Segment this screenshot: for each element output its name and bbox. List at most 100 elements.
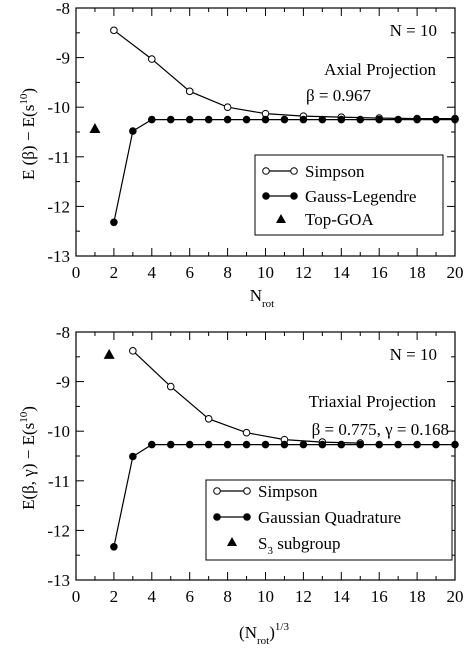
open-circle-point [129,347,137,355]
legend-filled-circle-marker [213,513,221,521]
bottom-legend-label-s3-subgroup: S3 subgroup [258,534,341,557]
filled-circle-point [394,440,402,449]
filled-circle-point [280,115,289,124]
open-circle-point [110,26,118,35]
bottom-legend-label-simpson: Simpson [258,482,318,501]
x-tick-label: 4 [148,587,157,606]
top-ylabel-sup: 10 [18,93,30,105]
top-legend-entry-top-goa: Top-GOA [276,210,374,229]
top-legend-label-top-goa: Top-GOA [305,210,374,229]
top-legend-box [254,154,444,236]
legend-filled-circle-marker [262,192,270,200]
filled-circle-point [223,115,232,124]
bottom-x-axis-label: (Nrot)1/3 [239,621,289,647]
y-tick-label: -11 [48,472,70,491]
legend-open-circle-marker [243,487,251,495]
filled-circle-point [299,440,308,449]
x-tick-label: 20 [447,263,464,282]
top-legend-entry-simpson: Simpson [262,162,365,181]
legend-open-circle-marker [290,167,298,175]
x-tick-label: 10 [257,263,274,282]
top-params-label: β = 0.967 [306,86,371,105]
filled-circle-point [166,115,175,124]
top-ticks [75,7,456,257]
filled-circle-point [394,115,402,124]
filled-circle-point [375,115,384,124]
x-tick-label: 2 [110,587,119,606]
legend-triangle-marker [227,537,237,546]
open-circle-point [148,55,156,63]
filled-circle-point [413,440,421,449]
filled-circle-point [204,440,213,449]
top-xlabel-sub: rot [262,298,274,310]
s3-label-main: S [258,534,267,553]
bottom-ylabel-close: ) [19,406,38,412]
x-tick-label: 8 [223,263,232,282]
y-tick-label: -9 [56,373,70,392]
bottom-legend-label-gaussian-quadrature: Gaussian Quadrature [258,508,401,527]
y-tick-label: -8 [56,0,70,18]
y-tick-label: -13 [47,571,70,590]
bottom-projection-label: Triaxial Projection [309,392,437,411]
x-tick-label: 18 [409,263,426,282]
top-legend-label-gauss-legendre: Gauss-Legendre [305,187,416,206]
s3-label-sub: 3 [267,545,273,557]
bottom-panel: 0 2 4 6 8 10 12 14 16 18 20 -13 -12 -11 -10 -9 -8 N = 10… [18,323,464,647]
filled-circle-point [337,115,346,124]
bottom-n-label: N = 10 [390,345,437,364]
top-x-axis-label: Nrot [250,286,275,310]
top-tick-labels: 0 2 4 6 8 10 12 14 16 18 20 -13 -12 -11 -10 -9 -8 [47,0,463,282]
bottom-legend-entry-s3-subgroup: S3 subgroup [227,534,341,557]
y-tick-label: -9 [56,49,70,68]
top-y-axis-label: E (β) − E(s10) [18,88,38,180]
bottom-y-axis-label: E(β, γ) − E(s10) [18,406,38,510]
triangle-point [89,123,101,134]
filled-circle-point [375,440,384,449]
top-legend: Simpson Gauss-Legendre Top-GOA [254,154,444,236]
x-tick-label: 0 [72,587,81,606]
top-legend-entry-gauss-legendre: Gauss-Legendre [262,187,416,206]
svg-text:E(β, γ) − E(s10): E(β, γ) − E(s10) [18,406,38,510]
x-tick-label: 18 [409,587,426,606]
x-tick-label: 16 [371,263,388,282]
filled-circle-point [185,440,194,449]
y-tick-label: -13 [47,247,70,266]
top-n-label: N = 10 [390,21,437,40]
bottom-xlabel-main: (N [239,623,257,642]
open-circle-point [185,87,194,96]
s3-label-rest: subgroup [273,534,341,553]
top-xlabel-main: N [250,286,262,305]
filled-circle-point [242,115,251,124]
filled-circle-point [261,115,270,124]
y-tick-label: -8 [56,323,70,342]
open-circle-point [166,382,175,391]
x-tick-label: 6 [185,587,194,606]
bottom-ylabel-sup: 10 [18,411,30,423]
filled-circle-point [432,115,440,124]
filled-circle-point [185,115,194,124]
open-circle-point [204,415,213,423]
x-tick-label: 12 [295,587,312,606]
filled-circle-point [223,440,232,449]
triangle-point [103,348,115,359]
x-tick-label: 14 [333,587,351,606]
x-tick-label: 20 [447,587,464,606]
filled-circle-point [166,440,175,449]
bottom-legend-entry-gaussian-quadrature: Gaussian Quadrature [213,508,401,527]
legend-filled-circle-marker [243,513,251,521]
filled-circle-point [242,440,251,449]
svg-text:E (β) − E(s10): E (β) − E(s10) [18,88,38,180]
x-tick-label: 4 [148,263,157,282]
bottom-params-label: β = 0.775, γ = 0.168 [312,420,449,439]
top-ylabel-close: ) [19,88,38,94]
x-tick-label: 0 [72,263,81,282]
filled-circle-point [261,440,270,449]
filled-circle-point [451,115,459,124]
filled-circle-point [129,127,137,135]
y-tick-label: -10 [47,98,70,117]
open-circle-point [223,103,232,111]
filled-circle-point [432,440,440,449]
bottom-legend: Simpson Gaussian Quadrature S3 subgroup [205,479,453,561]
filled-circle-point [413,115,421,124]
